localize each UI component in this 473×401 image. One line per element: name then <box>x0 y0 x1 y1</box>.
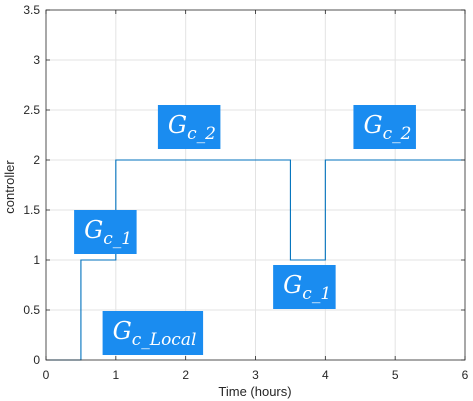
annotation-box <box>353 105 416 149</box>
annotation-subscript: c_2 <box>187 124 216 144</box>
series-layer <box>46 159 465 361</box>
annotation-label: Gc_2 <box>353 105 416 149</box>
y-tick-label: 3 <box>33 53 40 67</box>
x-tick-label: 2 <box>182 368 189 382</box>
annotation-label: Gc_1 <box>273 265 336 309</box>
x-tick-label: 6 <box>462 368 469 382</box>
y-tick-label: 0.5 <box>23 303 40 317</box>
y-tick-label: 2.5 <box>23 103 40 117</box>
y-tick-label: 1 <box>33 253 40 267</box>
series-line <box>46 159 465 361</box>
annotation-label: Gc_Local <box>102 311 204 355</box>
x-tick-label: 1 <box>112 368 119 382</box>
grid-lines <box>46 10 465 360</box>
x-axis-label: Time (hours) <box>218 384 291 399</box>
annotation-box <box>74 210 137 254</box>
x-tick-label: 5 <box>392 368 399 382</box>
annotations: Gc_Local Gc_1 Gc_2 Gc_1 Gc_2 <box>74 105 416 355</box>
y-tick-label: 2 <box>33 153 40 167</box>
annotation-label: Gc_2 <box>157 105 221 149</box>
annotation-box <box>273 265 336 309</box>
tick-labels: 0 1 2 3 4 5 6 0 0.5 1 1.5 2 2.5 3 3.5 <box>23 3 468 382</box>
annotation-subscript: c_Local <box>132 330 197 350</box>
annotation-box <box>102 311 204 355</box>
annotation-subscript: c_1 <box>302 284 331 304</box>
x-tick-label: 3 <box>252 368 259 382</box>
y-tick-label: 0 <box>33 353 40 367</box>
y-tick-label: 3.5 <box>23 3 40 17</box>
annotation-subscript: c_2 <box>383 124 412 144</box>
x-tick-label: 4 <box>322 368 329 382</box>
annotation-text: Gc_2 <box>363 111 411 144</box>
y-tick-label: 1.5 <box>23 203 40 217</box>
annotation-label: Gc_1 <box>74 210 137 254</box>
annotation-box <box>157 105 221 149</box>
axes-frame <box>45 9 466 361</box>
y-axis-label: controller <box>2 160 17 214</box>
annotation-subscript: c_1 <box>103 229 132 249</box>
x-tick-label: 0 <box>43 368 50 382</box>
